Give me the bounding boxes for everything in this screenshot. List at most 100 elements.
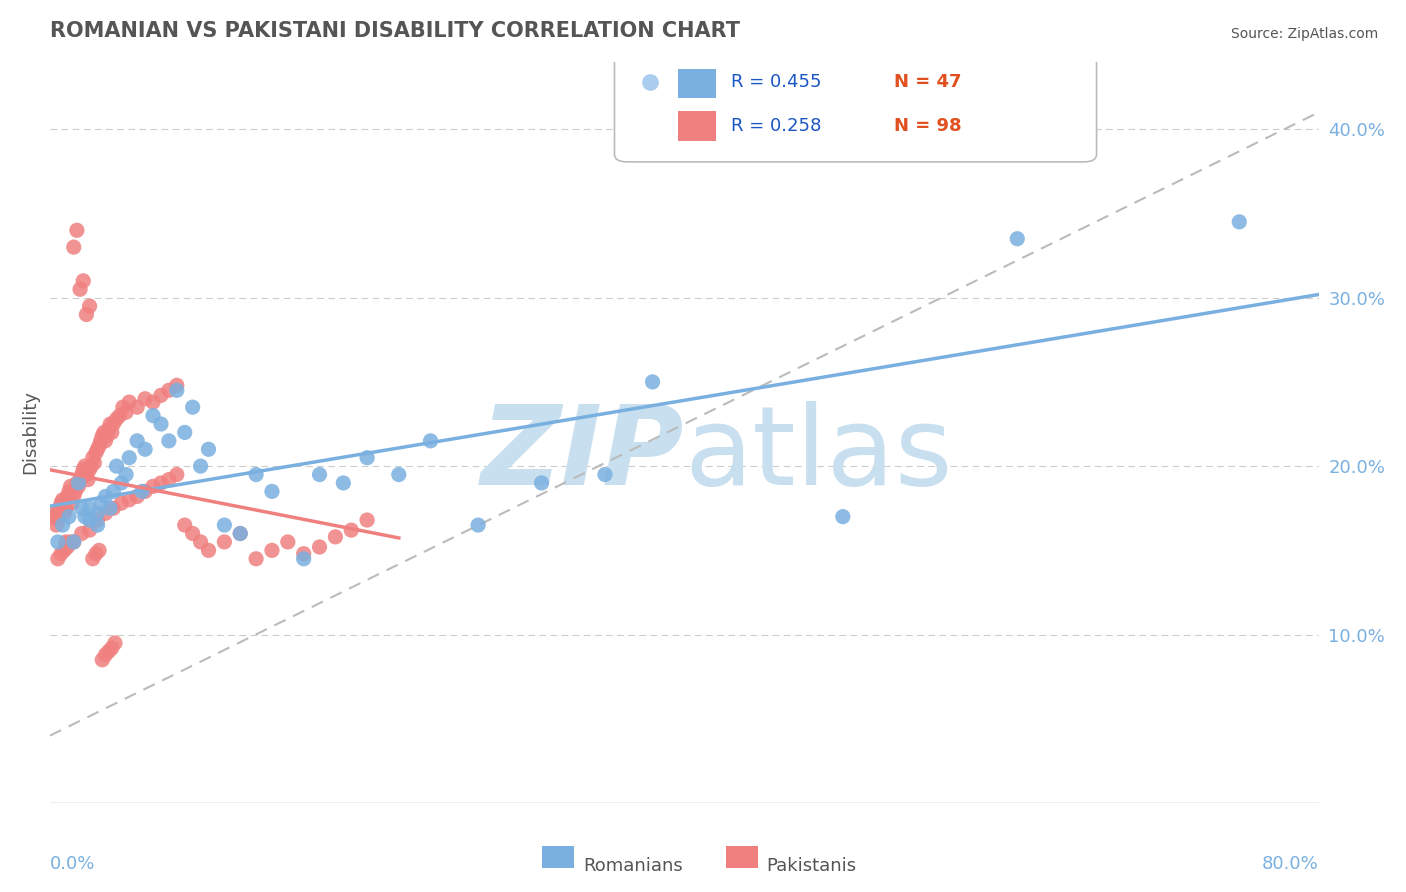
Point xyxy=(56,490,79,504)
Point xyxy=(1007,232,1029,246)
Point xyxy=(49,496,72,510)
Point xyxy=(86,442,108,457)
Point xyxy=(157,384,180,398)
Point xyxy=(70,501,93,516)
Point xyxy=(73,459,96,474)
Point xyxy=(84,445,107,459)
Point xyxy=(340,523,363,537)
Point xyxy=(91,429,114,443)
Point xyxy=(173,425,195,440)
Point xyxy=(229,526,252,541)
Text: ROMANIAN VS PAKISTANI DISABILITY CORRELATION CHART: ROMANIAN VS PAKISTANI DISABILITY CORRELA… xyxy=(51,21,740,41)
Point xyxy=(82,450,104,465)
Point xyxy=(127,490,149,504)
Point xyxy=(104,636,127,650)
Point xyxy=(62,240,84,254)
Point xyxy=(69,282,91,296)
Point xyxy=(190,459,212,474)
Point xyxy=(308,467,330,482)
Point xyxy=(67,479,90,493)
Point xyxy=(149,475,172,490)
Point xyxy=(166,384,188,398)
Point xyxy=(115,405,138,419)
Point xyxy=(292,547,315,561)
Text: atlas: atlas xyxy=(685,401,953,508)
Point xyxy=(111,400,134,414)
Point xyxy=(388,467,411,482)
FancyBboxPatch shape xyxy=(614,47,1097,161)
Point xyxy=(79,462,101,476)
Point xyxy=(142,479,165,493)
Point xyxy=(94,648,117,662)
Point xyxy=(197,543,219,558)
Point xyxy=(142,395,165,409)
Point xyxy=(1227,215,1250,229)
Point xyxy=(356,450,378,465)
Point xyxy=(93,425,115,440)
Point xyxy=(65,484,87,499)
Point xyxy=(59,479,82,493)
Point xyxy=(641,375,664,389)
Point xyxy=(94,490,117,504)
Point xyxy=(66,475,89,490)
Point xyxy=(59,535,82,549)
Point xyxy=(79,513,101,527)
Point xyxy=(260,543,283,558)
Point xyxy=(134,442,156,457)
Point xyxy=(62,490,84,504)
Point xyxy=(82,551,104,566)
Point xyxy=(229,526,252,541)
Point xyxy=(292,551,315,566)
Point xyxy=(75,308,97,322)
Point xyxy=(55,501,77,516)
Text: R = 0.455: R = 0.455 xyxy=(731,73,821,91)
Text: Romanians: Romanians xyxy=(582,857,682,875)
Point xyxy=(60,496,83,510)
Point xyxy=(98,417,121,431)
Point xyxy=(62,535,84,549)
Point xyxy=(831,509,853,524)
Text: Source: ZipAtlas.com: Source: ZipAtlas.com xyxy=(1230,27,1378,41)
Point xyxy=(157,434,180,448)
Text: 0.0%: 0.0% xyxy=(51,855,96,873)
Point xyxy=(103,501,125,516)
Point xyxy=(332,475,354,490)
Point xyxy=(52,518,75,533)
FancyBboxPatch shape xyxy=(678,112,716,141)
Point xyxy=(46,535,69,549)
Point xyxy=(166,467,188,482)
Point xyxy=(67,475,90,490)
Point xyxy=(86,518,108,533)
Point xyxy=(52,492,75,507)
Point xyxy=(55,535,77,549)
Point xyxy=(245,467,267,482)
Point xyxy=(105,459,128,474)
Point xyxy=(166,378,188,392)
Point xyxy=(105,412,128,426)
Point xyxy=(103,484,125,499)
Point xyxy=(127,434,149,448)
Point xyxy=(58,484,80,499)
Point xyxy=(118,492,141,507)
Y-axis label: Disability: Disability xyxy=(21,391,39,475)
Point xyxy=(325,530,347,544)
Point xyxy=(214,518,236,533)
Point xyxy=(110,475,132,490)
Point xyxy=(118,450,141,465)
Point xyxy=(79,299,101,313)
Point xyxy=(157,473,180,487)
Point xyxy=(419,434,441,448)
Point xyxy=(97,422,120,436)
Text: ZIP: ZIP xyxy=(481,401,685,508)
Point xyxy=(86,513,108,527)
Point xyxy=(72,462,94,476)
Point xyxy=(277,535,299,549)
Point xyxy=(530,475,553,490)
Point xyxy=(356,513,378,527)
Point xyxy=(56,540,79,554)
Point xyxy=(260,484,283,499)
Point xyxy=(467,518,489,533)
Point xyxy=(79,501,101,516)
Point xyxy=(44,506,66,520)
Point xyxy=(101,641,124,656)
